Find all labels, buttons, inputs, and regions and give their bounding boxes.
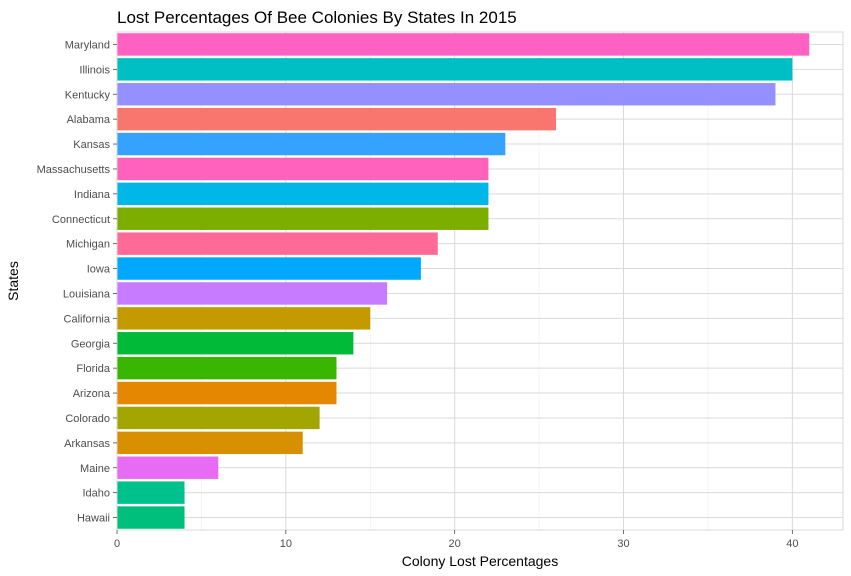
y-tick-label: Colorado — [65, 413, 110, 425]
bar-connecticut — [117, 207, 489, 230]
y-tick-label: Kentucky — [65, 89, 111, 101]
x-tick-label: 20 — [449, 538, 461, 550]
y-tick-label: Illinois — [79, 64, 110, 76]
bar-massachusetts — [117, 157, 489, 181]
chart-title: Lost Percentages Of Bee Colonies By Stat… — [117, 8, 517, 27]
x-tick-label: 0 — [114, 538, 120, 550]
bar-florida — [117, 356, 337, 380]
y-tick-label: Florida — [76, 363, 111, 375]
x-axis: 0 10 20 30 40 — [114, 530, 798, 550]
x-tick-label: 40 — [786, 538, 798, 550]
y-tick-label: Connecticut — [52, 214, 110, 226]
y-tick-label: Alabama — [67, 114, 111, 126]
x-tick-label: 10 — [280, 538, 292, 550]
plot-panel-border — [116, 31, 844, 531]
bar-california — [117, 307, 371, 330]
bar-arizona — [117, 381, 337, 405]
bar-maine — [117, 456, 219, 479]
bar-maryland — [117, 33, 810, 56]
y-tick-label: Hawaii — [77, 513, 110, 525]
y-tick-label: California — [64, 313, 111, 325]
bar-alabama — [117, 107, 556, 131]
y-tick-label: Indiana — [74, 189, 111, 201]
y-axis-title: States — [5, 261, 21, 301]
y-tick-label: Georgia — [71, 338, 111, 350]
y-tick-label: Idaho — [82, 488, 110, 500]
bar-louisiana — [117, 282, 388, 305]
y-tick-label: Arizona — [73, 388, 111, 400]
bars — [117, 33, 810, 529]
y-tick-label: Massachusetts — [37, 164, 111, 176]
bar-georgia — [117, 332, 354, 355]
x-axis-title: Colony Lost Percentages — [402, 553, 558, 569]
bar-iowa — [117, 257, 421, 280]
x-tick-label: 30 — [617, 538, 629, 550]
y-axis: Maryland Illinois Kentucky Alabama Kansas Mas… — [37, 39, 117, 525]
y-tick-label: Kansas — [73, 139, 110, 151]
y-tick-label: Arkansas — [64, 438, 110, 450]
bar-hawaii — [117, 506, 185, 529]
bar-indiana — [117, 182, 489, 206]
bar-illinois — [117, 58, 793, 81]
bar-kansas — [117, 132, 506, 156]
bar-colorado — [117, 406, 320, 430]
plot-panel — [117, 32, 843, 530]
bar-kentucky — [117, 83, 776, 106]
y-tick-label: Iowa — [87, 264, 111, 276]
bar-idaho — [117, 481, 185, 504]
y-tick-label: Maine — [80, 463, 110, 475]
bar-arkansas — [117, 431, 303, 455]
y-tick-label: Maryland — [65, 39, 110, 51]
bar-michigan — [117, 232, 438, 255]
y-tick-label: Louisiana — [63, 288, 111, 300]
y-tick-label: Michigan — [66, 239, 110, 251]
